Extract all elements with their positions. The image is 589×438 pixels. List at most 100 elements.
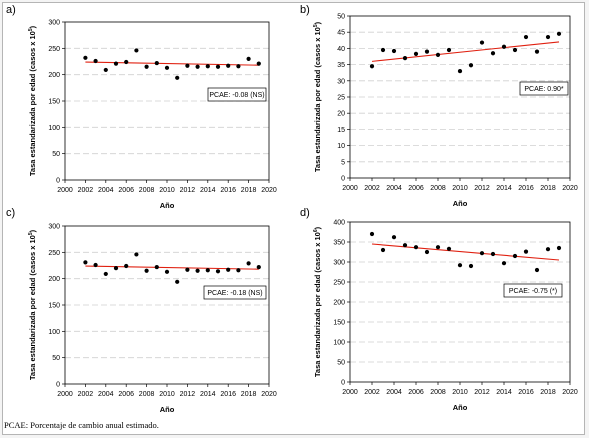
- data-point: [435, 52, 441, 57]
- x-tick-label: 2020: [261, 391, 277, 398]
- x-tick-label: 2008: [430, 389, 446, 396]
- x-tick-label: 2012: [474, 389, 490, 396]
- x-tick-label: 2006: [118, 187, 134, 194]
- data-point: [501, 261, 507, 266]
- y-tick-label: 50: [52, 355, 60, 362]
- data-point: [369, 64, 375, 69]
- x-tick-label: 2014: [496, 185, 512, 192]
- data-point: [534, 49, 540, 54]
- data-point: [413, 51, 419, 57]
- data-point: [83, 55, 88, 60]
- data-point: [479, 40, 485, 45]
- annotation-text: PCAE: -0.18 (NS): [207, 290, 262, 297]
- panel-letter: b): [300, 4, 310, 16]
- x-tick-label: 2016: [220, 391, 236, 398]
- data-point: [93, 58, 98, 64]
- x-tick-label: 2004: [98, 391, 114, 398]
- data-point: [479, 251, 485, 256]
- data-point: [246, 56, 251, 61]
- data-point: [124, 59, 129, 65]
- data-point: [185, 63, 190, 68]
- data-point: [154, 264, 159, 270]
- chart-panel-1: a) 0 50 100 150 200 250 300 2000 2002 2004 2006 2008…: [6, 4, 277, 210]
- x-tick-label: 2016: [518, 389, 534, 396]
- data-point: [490, 251, 496, 257]
- data-point: [175, 75, 180, 80]
- y-tick-label: 200: [48, 72, 60, 79]
- panel-letter: d): [300, 207, 310, 219]
- x-tick-label: 2020: [562, 389, 578, 396]
- x-axis-title: Año: [160, 405, 175, 414]
- x-tick-label: 2006: [118, 391, 134, 398]
- x-axis-title: Año: [160, 201, 175, 210]
- data-point: [236, 64, 241, 69]
- y-tick-label: 0: [341, 380, 345, 387]
- data-point: [512, 47, 518, 53]
- x-tick-label: 2000: [342, 185, 358, 192]
- data-point: [144, 268, 149, 273]
- data-point: [185, 267, 190, 272]
- data-point: [226, 63, 231, 68]
- data-point: [164, 65, 170, 70]
- y-tick-label: 100: [48, 329, 60, 336]
- annotation-box: [503, 283, 563, 298]
- data-point: [402, 56, 408, 61]
- x-tick-label: 2008: [139, 391, 155, 398]
- x-tick-label: 2002: [364, 185, 380, 192]
- panel-letter: a): [6, 4, 16, 16]
- y-tick-label: 400: [333, 220, 345, 227]
- annotation-text: PCAE: -0.75 (*): [509, 288, 557, 295]
- y-tick-label: 150: [48, 303, 60, 310]
- y-tick-label: 30: [337, 78, 345, 85]
- x-tick-label: 2000: [342, 389, 358, 396]
- data-point: [457, 68, 463, 74]
- x-axis-title: Año: [453, 199, 468, 208]
- data-point: [468, 263, 474, 269]
- data-point: [205, 64, 210, 69]
- data-point: [391, 48, 397, 54]
- y-tick-label: 150: [333, 320, 345, 327]
- x-tick-label: 2000: [57, 391, 73, 398]
- y-tick-label: 10: [337, 143, 345, 150]
- data-point: [468, 63, 474, 68]
- data-point: [380, 47, 386, 53]
- data-point: [103, 271, 108, 277]
- x-tick-label: 2012: [180, 391, 196, 398]
- x-tick-label: 2002: [78, 187, 94, 194]
- x-tick-label: 2018: [540, 185, 556, 192]
- y-tick-label: 250: [333, 280, 345, 287]
- data-point: [103, 67, 108, 73]
- trend-line: [85, 61, 259, 66]
- y-tick-label: 100: [48, 125, 60, 132]
- x-tick-label: 2002: [364, 389, 380, 396]
- x-tick-label: 2004: [98, 187, 114, 194]
- chart-panel-3: c) 0 50 100 150 200 250 300 2000 2002 2004 2006 2008…: [6, 207, 277, 414]
- y-tick-label: 300: [48, 20, 60, 27]
- data-point: [490, 51, 496, 56]
- x-tick-label: 2018: [241, 187, 257, 194]
- y-axis-title: Tasa estandarizada por edad (casos x 106…: [313, 226, 322, 377]
- data-point: [446, 47, 452, 53]
- y-tick-label: 5: [341, 159, 345, 166]
- x-tick-label: 2012: [474, 185, 490, 192]
- data-point: [215, 269, 221, 274]
- y-tick-label: 45: [337, 30, 345, 37]
- data-point: [215, 64, 221, 69]
- y-tick-label: 40: [337, 46, 345, 53]
- data-point: [205, 268, 210, 273]
- data-point: [195, 268, 200, 273]
- data-point: [402, 243, 408, 248]
- data-point: [83, 260, 88, 265]
- data-point: [534, 267, 540, 273]
- data-point: [435, 245, 441, 250]
- x-tick-label: 2008: [139, 187, 155, 194]
- data-point: [391, 235, 397, 240]
- x-tick-label: 2004: [386, 389, 402, 396]
- data-point: [93, 262, 98, 268]
- y-tick-label: 0: [341, 176, 345, 183]
- x-tick-label: 2010: [452, 389, 468, 396]
- chart-panel-2: b) 0 5 10 15 20 25 30 35 40 45 50 2000 2002 2004 2006 20…: [300, 4, 578, 208]
- data-point: [501, 44, 507, 49]
- x-tick-label: 2018: [540, 389, 556, 396]
